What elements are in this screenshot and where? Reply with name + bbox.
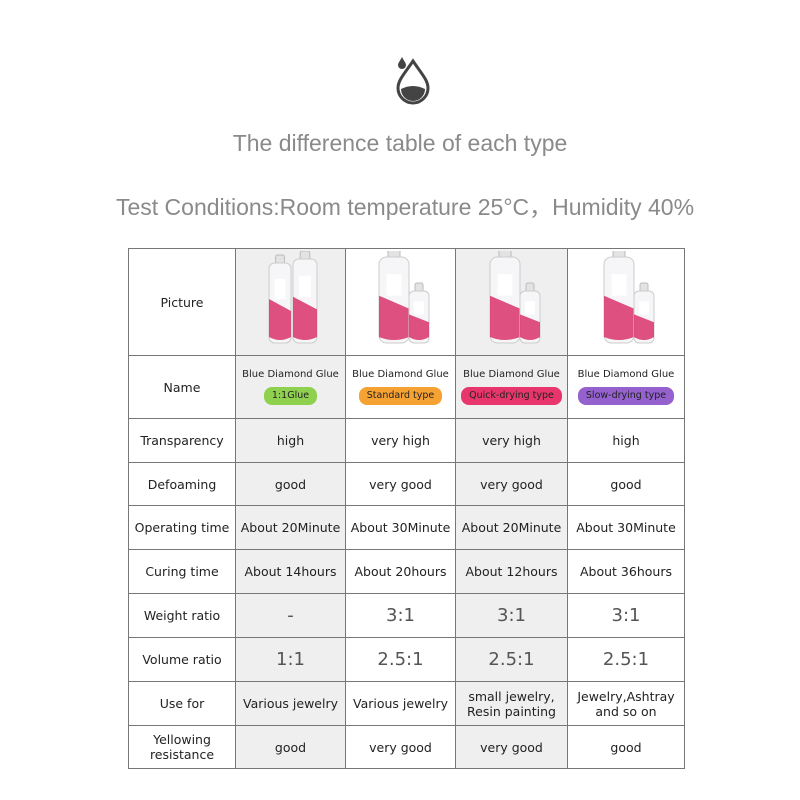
cell: Blue Diamond Glue Quick-drying type — [455, 355, 568, 419]
cell: About 20Minute — [455, 505, 568, 550]
cell: very good — [455, 462, 568, 506]
type-badge: Standard type — [358, 387, 443, 405]
cell: Various jewelry — [345, 681, 456, 726]
cell: high — [235, 418, 346, 463]
cell: 2.5:1 — [455, 637, 568, 682]
subtitle: Test Conditions:Room temperature 25°C，Hu… — [115, 194, 695, 220]
cell: - — [235, 593, 346, 638]
cell: Blue Diamond Glue Standard type — [345, 355, 456, 419]
cell — [455, 248, 568, 356]
drop-icon — [396, 57, 430, 105]
cell: 2.5:1 — [345, 637, 456, 682]
cell — [235, 248, 346, 356]
cell: Various jewelry — [235, 681, 346, 726]
table: Picture Name Blue Diamond Glue 1:1Glue Blue … — [128, 248, 685, 769]
cell — [345, 248, 456, 356]
table-row: Transparency high very high very high high — [128, 418, 685, 463]
row-label: Volume ratio — [128, 637, 236, 682]
type-badge: 1:1Glue — [263, 387, 318, 405]
table-row: Curing time About 14hours About 20hours Abo… — [128, 549, 685, 594]
cell: About 12hours — [455, 549, 568, 594]
row-label: Name — [128, 355, 236, 419]
row-label: Weight ratio — [128, 593, 236, 638]
product-name: Blue Diamond Glue — [463, 369, 560, 381]
type-badge: Quick-drying type — [461, 387, 562, 405]
product-image — [489, 248, 540, 343]
row-label: Transparency — [128, 418, 236, 463]
product-image — [268, 250, 317, 343]
table-row: Picture — [128, 248, 685, 356]
table-row: Weight ratio -3:1 3:1 3:1 — [128, 593, 685, 638]
cell: very good — [455, 725, 568, 769]
cell: very good — [345, 725, 456, 769]
cell: very high — [345, 418, 456, 463]
cell: About 36hours — [567, 549, 685, 594]
table-row: Name Blue Diamond Glue 1:1Glue Blue Diamond… — [128, 355, 685, 419]
cell: 3:1 — [567, 593, 685, 638]
product-name: Blue Diamond Glue — [352, 369, 449, 381]
cell: Blue Diamond Glue 1:1Glue — [235, 355, 346, 419]
cell: good — [235, 725, 346, 769]
cell: About 20hours — [345, 549, 456, 594]
row-label: Use for — [128, 681, 236, 726]
cell: very high — [455, 418, 568, 463]
cell: good — [567, 725, 685, 769]
product-name: Blue Diamond Glue — [242, 369, 339, 381]
table-row: Use for Various jewelry Various jewelry sma… — [128, 681, 685, 726]
cell: About 20Minute — [235, 505, 346, 550]
row-label: Yellowing resistance — [128, 725, 236, 769]
cell: good — [235, 462, 346, 506]
cell: small jewelry, Resin painting — [455, 681, 568, 726]
cell: About 30Minute — [567, 505, 685, 550]
table-row: Defoaming good very good very good good — [128, 462, 685, 506]
product-name: Blue Diamond Glue — [577, 369, 675, 381]
row-label: Operating time — [128, 505, 236, 550]
row-label: Defoaming — [128, 462, 236, 506]
table-row: Yellowing resistance good very good very go… — [128, 725, 685, 769]
cell: good — [567, 462, 685, 506]
cell: 3:1 — [345, 593, 456, 638]
table-row: Volume ratio 1:1 2.5:1 2.5:1 2.5:1 — [128, 637, 685, 682]
cell: 1:1 — [235, 637, 346, 682]
cell: 2.5:1 — [567, 637, 685, 682]
cell: Blue Diamond Glue Slow-drying type — [567, 355, 685, 419]
row-label: Picture — [128, 248, 236, 356]
cell: very good — [345, 462, 456, 506]
cell: About 30Minute — [345, 505, 456, 550]
row-label: Curing time — [128, 549, 236, 594]
product-image — [378, 248, 429, 343]
cell — [567, 248, 685, 356]
product-image — [603, 248, 655, 343]
cell: Jewelry,Ashtray and so on — [567, 681, 685, 726]
cell: About 14hours — [235, 549, 346, 594]
cell: high — [567, 418, 685, 463]
title: The difference table of each type — [232, 130, 568, 156]
table-row: Operating time About 20Minute About 30Minu… — [128, 505, 685, 550]
type-badge: Slow-drying type — [577, 387, 675, 405]
cell: 3:1 — [455, 593, 568, 638]
